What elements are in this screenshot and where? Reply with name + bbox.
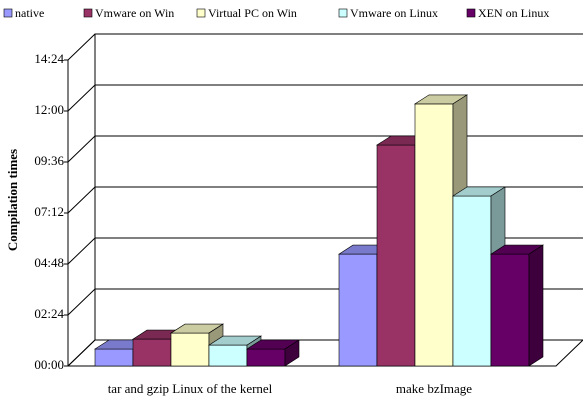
bar [245,339,301,367]
bar-side [284,339,300,367]
legend-swatch [196,8,206,18]
bar-front [414,103,454,367]
legend: native Vmware on Win Virtual PC on Win Vmwa… [3,6,549,20]
bar-front [338,253,378,367]
legend-swatch [338,8,348,18]
grid-line [67,186,583,214]
y-tick-label: 14:24 [34,51,64,66]
bar-front [208,344,248,367]
bar-front [132,338,172,367]
bar-front [246,348,286,367]
y-tick-label: 02:24 [34,306,64,321]
y-tick-label: 12:00 [34,102,64,117]
y-tick-label: 04:48 [34,255,64,270]
legend-label: Vmware on Win [95,6,174,20]
bar-front [170,332,210,367]
bar-front [490,253,530,367]
bar-front [452,195,492,367]
bar-front [94,348,134,367]
x-tick-label: tar and gzip Linux of the kernel [108,381,273,396]
bar-side [528,244,544,367]
y-tick-label: 00:00 [34,357,64,372]
grid-line [67,84,583,112]
y-tick-label: 07:12 [34,204,64,219]
bar [489,244,545,367]
legend-label: native [15,6,44,20]
grid-line [67,135,583,163]
y-axis-label: Compilation times [5,149,20,251]
legend-swatch [466,8,476,18]
legend-swatch [3,8,13,18]
y-tick-label: 09:36 [34,153,64,168]
legend-label: Virtual PC on Win [208,6,297,20]
legend-label: Vmware on Linux [350,6,438,20]
grid-line [67,33,583,61]
legend-swatch [83,8,93,18]
legend-label: XEN on Linux [478,6,549,20]
x-tick-label: make bzImage [396,381,472,396]
bar-front [376,144,416,367]
